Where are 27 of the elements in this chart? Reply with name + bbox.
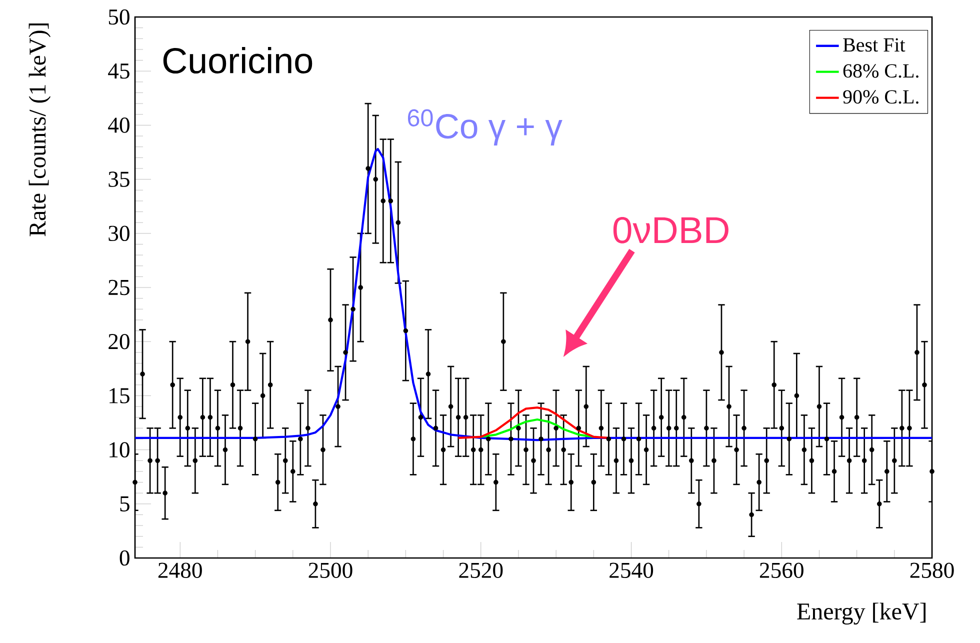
- y-tick-label: 20: [108, 334, 130, 350]
- line-series: [480, 418, 595, 438]
- annotation: $^{60}$Co γ + γ: [408, 109, 562, 146]
- x-tick-label: 2580: [910, 562, 954, 578]
- y-tick-label: 25: [108, 280, 130, 296]
- legend-label: Best Fit: [843, 38, 906, 52]
- y-tick-label: 10: [110, 442, 130, 458]
- y-tick-label: 5: [120, 496, 130, 512]
- y-axis-title: Rate [counts/ (1 keV)]: [28, 24, 51, 236]
- line-series: [135, 148, 932, 442]
- y-tick-label: 15: [110, 388, 130, 404]
- x-tick-label: 2540: [610, 562, 654, 578]
- y-tick-label: 35: [108, 172, 130, 187]
- legend-label: 68% C.L.: [843, 64, 918, 78]
- legend-label: 90% C.L.: [843, 90, 918, 104]
- x-tick-label: 2560: [760, 562, 804, 578]
- y-tick-label: 40: [108, 118, 130, 133]
- y-tick-label: 30: [108, 226, 130, 242]
- y-tick-label: 45: [108, 64, 130, 79]
- x-axis-title: Energy [keV]: [797, 602, 926, 625]
- annotation: Cuoricino: [163, 47, 312, 74]
- y-tick-label: 50: [108, 9, 130, 25]
- x-tick-label: 2480: [158, 562, 202, 578]
- x-tick-label: 2520: [459, 562, 503, 578]
- annotation: 0νDBD: [613, 216, 728, 244]
- x-tick-label: 2500: [308, 562, 352, 578]
- y-tick-label: 0: [120, 550, 130, 566]
